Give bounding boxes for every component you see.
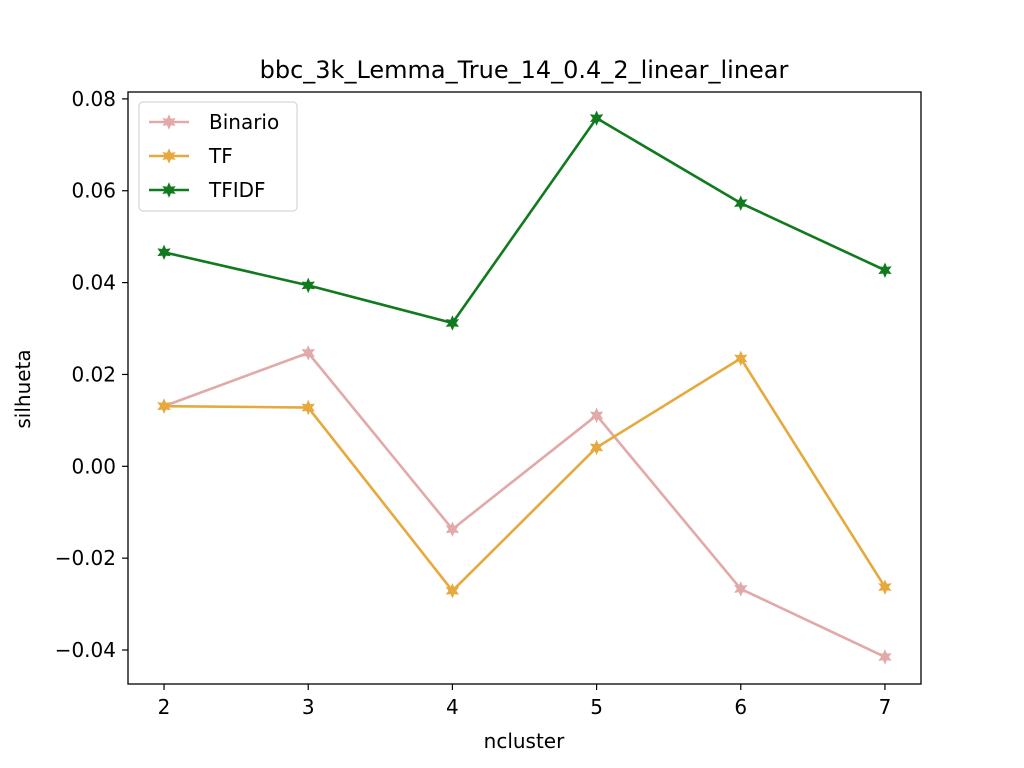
data-point-tf	[734, 350, 748, 367]
y-tick-label: −0.04	[55, 638, 116, 662]
data-point-tfidf	[301, 277, 315, 294]
data-point-binario	[878, 649, 892, 665]
data-point-binario	[301, 345, 315, 361]
data-point-tf	[589, 439, 604, 456]
data-point-tfidf	[445, 315, 460, 331]
y-tick-label: 0.02	[71, 362, 116, 386]
y-tick-label: 0.04	[71, 271, 116, 295]
data-point-tfidf	[878, 262, 892, 278]
legend-label-tfidf: TFIDF	[208, 178, 266, 202]
x-tick-label: 3	[302, 695, 315, 719]
x-tick-label: 2	[158, 695, 171, 719]
y-tick-label: 0.06	[71, 179, 116, 203]
data-point-tfidf	[157, 244, 171, 261]
data-point-tf	[445, 583, 460, 599]
data-point-tf	[878, 579, 892, 595]
x-tick-label: 4	[446, 695, 459, 719]
x-tick-label: 5	[590, 695, 603, 719]
series-line-binario	[163, 351, 886, 659]
data-point-binario	[589, 407, 604, 424]
x-tick-label: 7	[879, 695, 892, 719]
y-tick-label: −0.02	[55, 546, 116, 570]
legend-marker-binario	[162, 114, 176, 130]
axes-frame	[127, 91, 922, 685]
data-point-binario	[734, 581, 748, 597]
series-line-tf	[164, 357, 887, 593]
axes: 2 3 4 5 6 7 −0.04 −0.02 0.00 0.02 0.04 0.06 0.08	[55, 87, 922, 719]
chart-title: bbc_3k_Lemma_True_14_0.4_2_linear_linear	[260, 56, 789, 84]
data-point-tfidf	[589, 110, 604, 126]
legend-marker-tfidf	[162, 182, 176, 198]
series-line-tfidf	[163, 116, 886, 325]
legend: Binario TF TFIDF	[138, 101, 298, 212]
data-point-binario	[445, 521, 460, 537]
x-axis-label: ncluster	[484, 729, 565, 753]
data-point-tf	[157, 398, 171, 414]
y-tick-label: 0.08	[71, 87, 116, 111]
y-axis-label: silhueta	[11, 349, 35, 428]
legend-label-binario: Binario	[209, 110, 279, 134]
plot-area	[157, 110, 892, 665]
x-tick-label: 6	[734, 695, 747, 719]
legend-box	[138, 101, 298, 212]
legend-label-tf: TF	[208, 144, 233, 168]
data-point-tfidf	[734, 195, 748, 211]
data-point-tf	[301, 399, 315, 416]
legend-marker-tf	[162, 148, 176, 164]
y-tick-label: 0.00	[71, 454, 116, 478]
